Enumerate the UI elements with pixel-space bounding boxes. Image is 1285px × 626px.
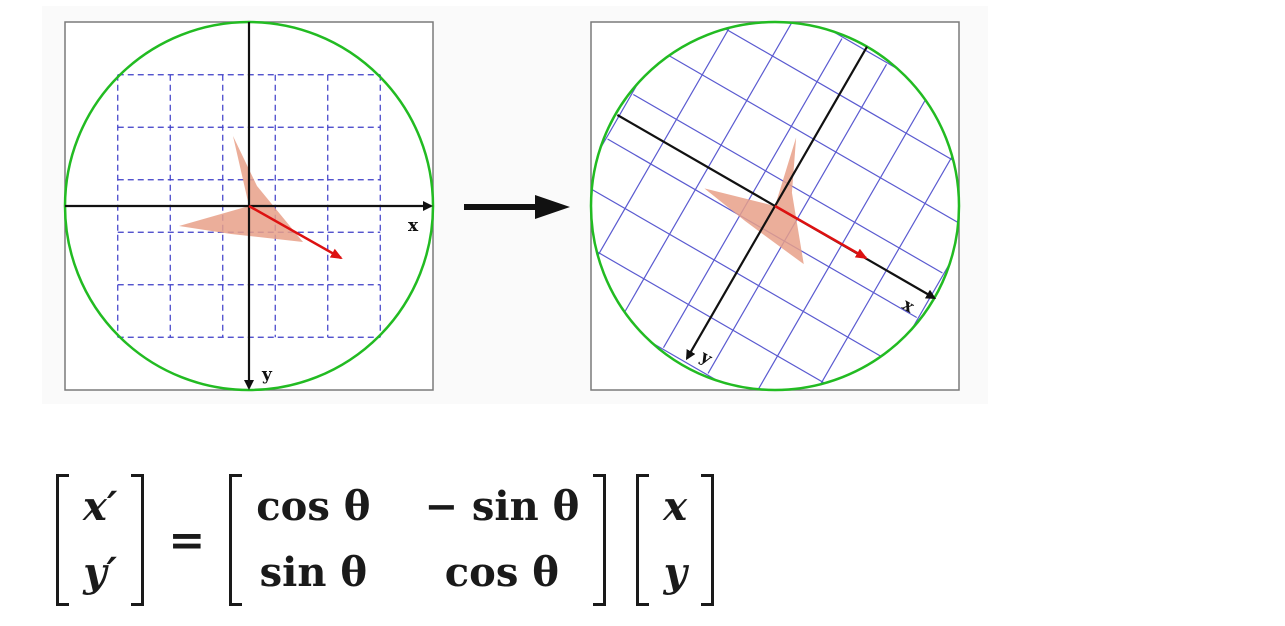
diagram-area: x y x y	[42, 6, 988, 404]
rotation-diagram: x y x y	[63, 20, 961, 392]
equals-sign: =	[168, 514, 206, 566]
grid-line	[591, 272, 840, 390]
matrix-entry: − sin θ	[424, 483, 580, 530]
matrix-entry: sin θ	[259, 549, 368, 596]
x-axis-label: x	[408, 216, 419, 236]
right-bracket	[131, 474, 145, 606]
vector-arrow	[248, 204, 343, 260]
shape	[704, 137, 804, 265]
unit-circle	[589, 20, 961, 392]
rotation-matrix: cos θ − sin θ sin θ cos θ	[229, 474, 607, 606]
input-vector: x y	[636, 474, 715, 606]
shape	[179, 136, 303, 242]
vector-entry: x′	[83, 483, 118, 530]
rotation-equation: x′ y′ = cos θ − sin θ sin θ cos θ x y	[56, 470, 715, 610]
vector-entry: y′	[83, 549, 118, 596]
panel-rotated	[589, 20, 961, 392]
vector-entry: x	[663, 483, 688, 530]
output-vector: x′ y′	[56, 474, 145, 606]
panel-original	[63, 20, 435, 392]
matrix-entry: cos θ	[256, 483, 371, 530]
y-axis-label: y	[261, 365, 273, 385]
left-bracket	[636, 474, 650, 606]
vector-entry: y	[663, 549, 687, 596]
y-axis	[686, 46, 868, 361]
matrix-entry: cos θ	[444, 549, 559, 596]
right-bracket	[593, 474, 607, 606]
vector-arrow	[774, 204, 868, 260]
right-bracket	[701, 474, 715, 606]
right-arrow-icon	[464, 195, 570, 219]
left-bracket	[56, 474, 69, 606]
left-bracket	[229, 474, 243, 606]
